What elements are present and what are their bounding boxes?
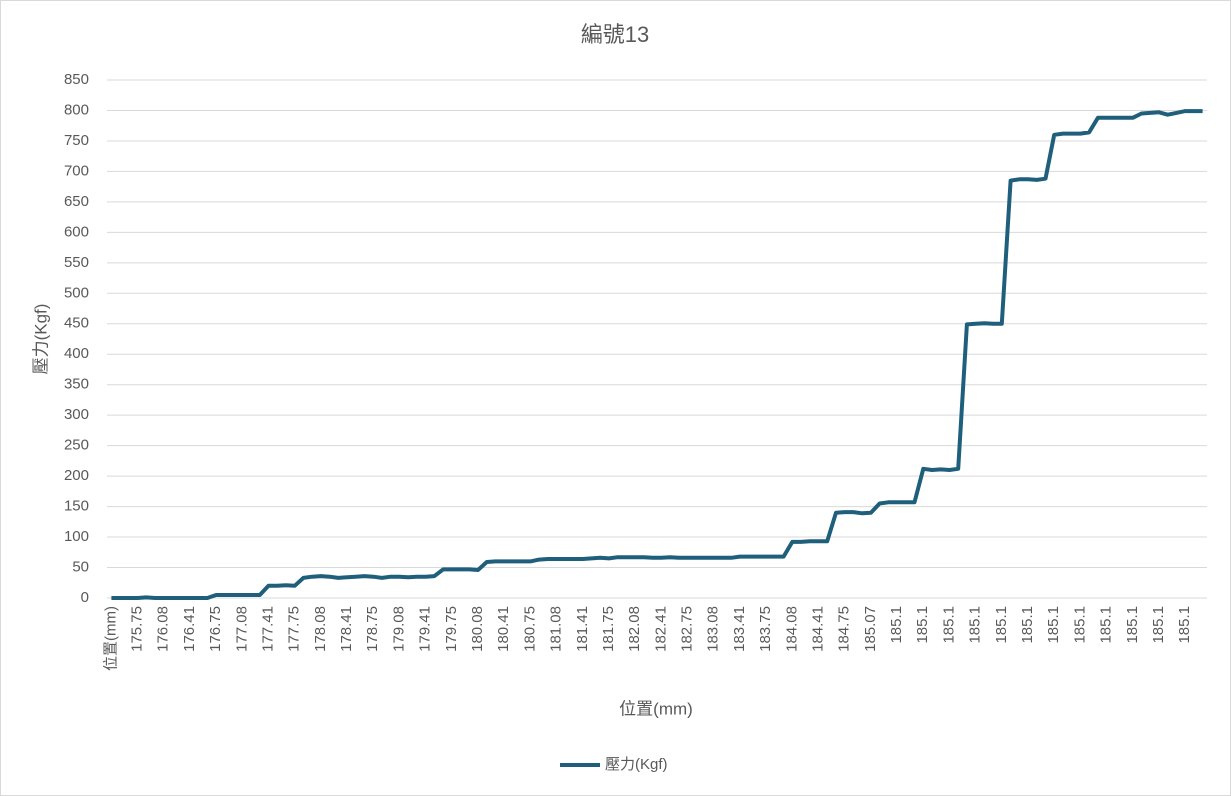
y-tick-label: 300: [64, 406, 89, 423]
y-tick-label: 600: [64, 223, 89, 240]
x-tick-label: 183.41: [731, 606, 748, 652]
y-tick-label: 650: [64, 193, 89, 210]
y-tick-label: 100: [64, 528, 89, 545]
x-tick-label: 185.1: [1098, 606, 1115, 644]
x-tick-label: 179.75: [443, 606, 460, 652]
x-tick-label: 181.41: [574, 606, 591, 652]
x-tick-label: 183.75: [757, 606, 774, 652]
y-tick-label: 750: [64, 132, 89, 149]
y-tick-label: 550: [64, 254, 89, 271]
data-line: [111, 109, 1203, 600]
x-tick-label: 175.75: [129, 606, 146, 652]
x-tick-label: 185.1: [1124, 606, 1141, 644]
x-tick-label: 185.07: [862, 606, 879, 652]
x-tick-label: 180.08: [469, 606, 486, 652]
x-tick-label: 185.1: [914, 606, 931, 644]
x-tick-label: 177.41: [259, 606, 276, 652]
y-tick-label: 50: [72, 558, 89, 575]
y-tick-label: 350: [64, 376, 89, 393]
x-tick-label: 185.1: [967, 606, 984, 644]
x-tick-label: 181.75: [600, 606, 617, 652]
x-tick-label: 179.08: [390, 606, 407, 652]
x-tick-label: 182.08: [626, 606, 643, 652]
y-tick-label: 0: [81, 589, 89, 606]
y-tick-label: 150: [64, 498, 89, 515]
y-tick-label: 700: [64, 162, 89, 179]
x-tick-label: 179.41: [417, 606, 434, 652]
x-tick-label: 185.1: [1071, 606, 1088, 644]
x-tick-label: 185.1: [1045, 606, 1062, 644]
x-tick-label: 176.75: [207, 606, 224, 652]
x-tick-label: 176.08: [155, 606, 172, 652]
x-tick-label: 177.08: [233, 606, 250, 652]
chart-title: 編號13: [581, 22, 649, 47]
x-tick-label: 177.75: [286, 606, 303, 652]
legend-label: 壓力(Kgf): [605, 756, 668, 773]
x-tick-label: 180.41: [495, 606, 512, 652]
x-tick-label: 178.08: [312, 606, 329, 652]
x-tick-label: 182.75: [679, 606, 696, 652]
x-tick-label: 185.1: [993, 606, 1010, 644]
x-axis-title: 位置(mm): [619, 699, 693, 718]
x-tick-label: 181.08: [548, 606, 565, 652]
y-tick-label: 500: [64, 284, 89, 301]
y-tick-label: 850: [64, 71, 89, 88]
y-tick-label: 450: [64, 315, 89, 332]
x-tick-label: 位置(mm): [102, 606, 119, 671]
x-tick-label: 185.1: [1150, 606, 1167, 644]
x-tick-label: 185.1: [1176, 606, 1193, 644]
x-tick-label: 184.75: [836, 606, 853, 652]
x-tick-label: 180.75: [521, 606, 538, 652]
x-tick-label: 178.75: [364, 606, 381, 652]
x-tick-label: 185.1: [940, 606, 957, 644]
y-tick-label: 200: [64, 467, 89, 484]
x-tick-label: 178.41: [338, 606, 355, 652]
y-tick-label: 250: [64, 437, 89, 454]
y-tick-label: 400: [64, 345, 89, 362]
x-tick-label: 183.08: [705, 606, 722, 652]
y-tick-label: 800: [64, 101, 89, 118]
x-tick-label: 184.41: [809, 606, 826, 652]
x-tick-label: 185.1: [1019, 606, 1036, 644]
x-tick-label: 176.41: [181, 606, 198, 652]
x-tick-label: 182.41: [652, 606, 669, 652]
x-tick-label: 184.08: [783, 606, 800, 652]
y-axis-title: 壓力(Kgf): [31, 304, 50, 375]
x-tick-label: 185.1: [888, 606, 905, 644]
